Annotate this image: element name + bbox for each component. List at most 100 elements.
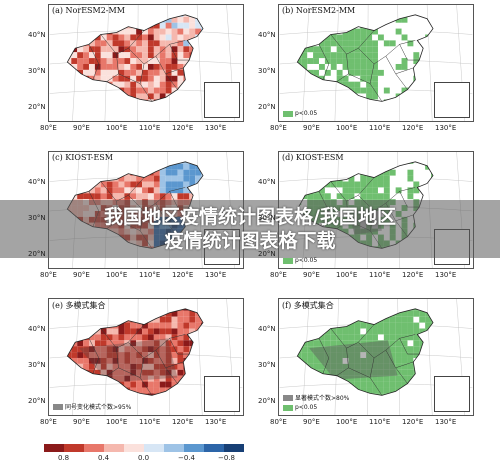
grid-cell — [83, 63, 89, 70]
grid-cell — [67, 193, 72, 200]
grid-cell — [147, 357, 154, 364]
significant-cell — [348, 105, 354, 111]
significant-cell — [336, 99, 343, 102]
grid-cell — [67, 369, 72, 376]
grid-cell — [112, 346, 119, 353]
grid-cell — [71, 40, 78, 47]
significant-cell — [431, 369, 434, 376]
grid-cell — [171, 328, 178, 335]
grid-cell — [71, 93, 78, 100]
grid-cell — [142, 87, 148, 94]
significant-cell — [324, 81, 331, 88]
grid-cell — [101, 105, 107, 111]
grid-cell — [77, 52, 84, 59]
grid-cell — [201, 316, 204, 323]
grid-cell — [189, 340, 196, 347]
significant-cell — [366, 375, 373, 382]
grid-cell — [195, 340, 202, 347]
latitude-tick-label: 20°N — [28, 103, 46, 111]
latitude-tick-label: 20°N — [258, 103, 276, 111]
significant-cell — [297, 369, 302, 376]
grid-cell — [189, 369, 196, 376]
grid-cell — [71, 387, 78, 394]
grid-cell — [130, 328, 137, 335]
longitude-tick-label: 80°E — [270, 124, 287, 132]
significant-cell — [301, 16, 308, 23]
grid-cell — [88, 58, 95, 64]
grid-cell — [142, 28, 148, 35]
grid-cell — [100, 22, 107, 29]
grid-cell — [142, 399, 148, 405]
significant-cell — [297, 28, 302, 35]
significant-cell — [324, 46, 331, 53]
grid-cell — [136, 46, 143, 53]
grid-cell — [95, 105, 101, 111]
significant-cell — [419, 369, 426, 376]
grid-cell — [142, 75, 148, 82]
grid-cell — [130, 181, 137, 188]
grid-cell — [112, 308, 119, 311]
grid-cell — [71, 175, 78, 182]
grid-cell — [177, 16, 184, 23]
significant-cell — [431, 308, 434, 311]
significant-cell — [413, 181, 420, 188]
grid-cell — [136, 16, 143, 23]
grid-cell — [183, 161, 190, 164]
grid-cell — [147, 99, 154, 102]
grid-cell — [195, 161, 202, 164]
grid-cell — [159, 316, 166, 323]
grid-cell — [67, 381, 72, 388]
significant-cell — [342, 87, 349, 94]
significant-cell — [318, 169, 325, 176]
significant-cell — [342, 346, 349, 353]
grid-cell — [118, 393, 125, 396]
grid-cell — [77, 75, 84, 82]
significant-cell — [330, 99, 337, 102]
significant-cell — [425, 340, 432, 347]
grid-cell — [124, 52, 131, 59]
grid-cell — [136, 105, 142, 111]
significant-cell — [289, 23, 295, 29]
significant-cell — [289, 328, 295, 334]
grid-cell — [165, 75, 172, 82]
grid-cell — [71, 28, 78, 35]
significant-cell — [354, 52, 361, 59]
significant-cell — [372, 187, 378, 194]
significant-cell — [395, 357, 402, 364]
grid-cell — [189, 399, 195, 405]
significant-cell — [348, 375, 355, 382]
significant-cell — [354, 381, 361, 388]
grid-cell — [124, 393, 131, 396]
grid-cell — [183, 169, 190, 176]
significant-cell — [366, 334, 373, 341]
grid-cell — [124, 340, 131, 347]
grid-cell — [142, 322, 148, 329]
significant-cell — [324, 40, 331, 47]
latitude-tick-label: 30°N — [28, 214, 46, 222]
significant-cell — [354, 105, 360, 111]
significant-cell — [407, 99, 414, 102]
significant-cell — [313, 363, 319, 370]
grid-cell — [118, 58, 125, 64]
grid-cell — [83, 175, 89, 182]
significant-cell — [318, 334, 325, 341]
province-boundary — [169, 44, 190, 61]
grid-cell — [142, 381, 148, 388]
significant-cell — [419, 363, 426, 370]
grid-cell — [165, 34, 172, 41]
latitude-tick-label: 40°N — [28, 178, 46, 186]
significant-cell — [383, 308, 390, 311]
significant-cell — [407, 310, 414, 317]
significant-cell — [301, 75, 308, 82]
grid-cell — [159, 187, 166, 194]
grid-cell — [159, 99, 166, 102]
longitude-tick-label: 80°E — [270, 418, 287, 426]
grid-cell — [88, 81, 95, 88]
grid-cell — [59, 311, 65, 317]
significant-cell — [301, 58, 308, 64]
significant-cell — [383, 40, 390, 47]
colorbar-segment — [84, 444, 104, 452]
south-china-sea-inset — [204, 82, 240, 118]
significant-cell — [360, 357, 367, 364]
significant-cell — [318, 363, 325, 370]
